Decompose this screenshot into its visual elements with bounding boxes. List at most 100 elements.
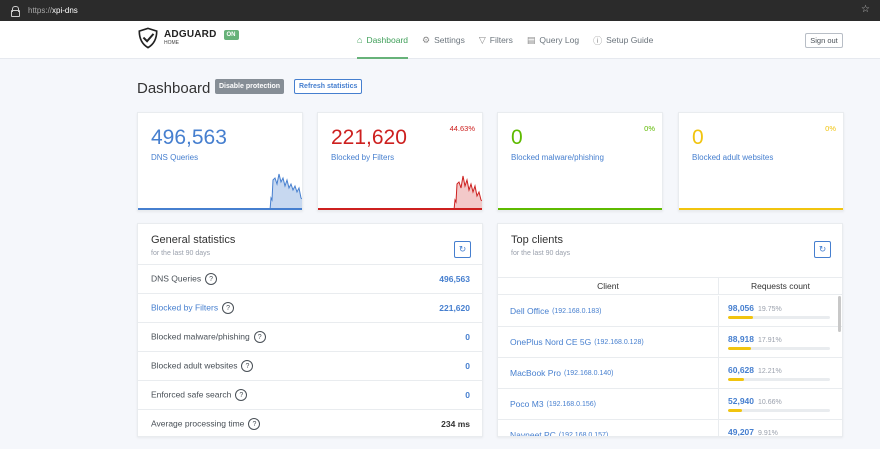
row-label-link[interactable]: Blocked by Filters (151, 302, 219, 313)
sparkline-blocked-filters (438, 175, 482, 210)
requests-share: 12.21% (758, 368, 782, 375)
table-row: Dell Office (192.168.0.183) 98,056 19.75% (498, 296, 842, 327)
refresh-icon[interactable]: ↻ (454, 241, 471, 258)
stat-color-bar (138, 208, 302, 210)
nav-query-log[interactable]: ▤ Query Log (526, 34, 580, 46)
sparkline-dns-queries (258, 173, 302, 210)
share-bar-fill (728, 378, 744, 381)
page-title: Dashboard (137, 80, 211, 97)
requests-count[interactable]: 49,207 (728, 427, 754, 437)
panel-title: Top clients (511, 234, 563, 246)
share-bar-fill (728, 409, 742, 412)
row-value: 496,563 (439, 274, 470, 284)
brand-sub: HOME (164, 40, 179, 46)
requests-count[interactable]: 52,940 (728, 396, 754, 406)
help-circle-icon[interactable]: ? (241, 360, 254, 372)
client-name-link[interactable]: Dell Office (192.168.0.183) (498, 296, 719, 326)
panel-subtitle: for the last 90 days (151, 250, 211, 257)
browser-address-bar: https://xpi-dns ☆ (0, 0, 880, 21)
share-bar-track (728, 409, 830, 412)
row-label: Blocked adult websites (151, 360, 238, 371)
stat-card-malware: 0 Blocked malware/phishing 0% (497, 112, 663, 211)
stat-label: Blocked by Filters (331, 153, 395, 162)
top-header: ADGUARD HOME ON ⌂ Dashboard ⚙ Settings ▽… (0, 21, 880, 59)
refresh-icon[interactable]: ↻ (814, 241, 831, 258)
client-name-link[interactable]: Poco M3 (192.168.0.156) (498, 389, 719, 419)
requests-share: 19.75% (758, 306, 782, 313)
shield-check-icon (138, 27, 158, 49)
share-bar-track (728, 378, 830, 381)
stat-value: 496,563 (151, 126, 227, 149)
stat-label: Blocked adult websites (692, 153, 774, 162)
stat-card-dns-queries: 496,563 DNS Queries (137, 112, 303, 211)
stat-color-bar (498, 208, 662, 210)
nav-setup-guide[interactable]: ⓘ Setup Guide (593, 35, 654, 46)
client-name-link[interactable]: OnePlus Nord CE 5G (192.168.0.128) (498, 327, 719, 357)
client-ip: (192.168.0.157) (558, 431, 609, 437)
requests-share: 9.91% (758, 430, 778, 437)
row-label: Enforced safe search (151, 389, 232, 400)
stat-percent: 0% (644, 124, 655, 133)
adguard-logo[interactable]: ADGUARD HOME ON (137, 27, 239, 49)
row-label: Average processing time (151, 418, 245, 429)
url-field[interactable]: https://xpi-dns (28, 6, 78, 15)
stat-card-blocked-filters: 221,620 Blocked by Filters 44.63% (317, 112, 483, 211)
column-header-client[interactable]: Client (498, 278, 719, 294)
client-ip: (192.168.0.128) (594, 338, 644, 346)
general-statistics-panel: General statistics for the last 90 days … (137, 223, 483, 437)
stat-row-processing-time: Average processing time? 234 ms (138, 409, 482, 438)
document-icon: ▤ (526, 34, 536, 45)
stat-row-adult: Blocked adult websites? 0 (138, 351, 482, 380)
sign-out-button[interactable]: Sign out (805, 33, 843, 48)
help-circle-icon[interactable]: ? (235, 389, 248, 401)
row-value: 0 (465, 332, 470, 342)
filter-icon: ▽ (478, 34, 486, 45)
panel-title: General statistics (151, 234, 236, 246)
row-label: DNS Queries (151, 273, 202, 284)
table-scrollbar[interactable] (838, 296, 841, 332)
requests-share: 17.91% (758, 337, 782, 344)
row-value: 0 (465, 361, 470, 371)
top-clients-panel: Top clients for the last 90 days ↻ Clien… (497, 223, 843, 437)
row-value: 0 (465, 390, 470, 400)
disable-protection-button[interactable]: Disable protection (215, 79, 285, 94)
requests-cell: 49,207 9.91% (719, 420, 842, 437)
bookmark-star-icon[interactable]: ☆ (861, 4, 870, 15)
stat-label: DNS Queries (151, 153, 199, 162)
client-ip: (192.168.0.183) (552, 307, 602, 315)
stat-value: 221,620 (331, 126, 407, 149)
home-icon: ⌂ (357, 35, 363, 45)
table-row: Poco M3 (192.168.0.156) 52,940 10.66% (498, 389, 842, 420)
client-name-link[interactable]: MacBook Pro (192.168.0.140) (498, 358, 719, 388)
nav-dashboard[interactable]: ⌂ Dashboard (357, 21, 409, 59)
stat-color-bar (679, 208, 843, 210)
requests-count[interactable]: 98,056 (728, 303, 754, 313)
help-circle-icon[interactable]: ? (205, 273, 218, 285)
help-circle-icon[interactable]: ? (248, 418, 261, 430)
gear-icon: ⚙ (422, 34, 431, 45)
requests-cell: 88,918 17.91% (719, 327, 842, 357)
stat-color-bar (318, 208, 482, 210)
column-header-requests[interactable]: Requests count (750, 281, 811, 291)
requests-cell: 52,940 10.66% (719, 389, 842, 419)
brand-name: ADGUARD (164, 29, 217, 40)
stat-row-blocked-filters: Blocked by Filters? 221,620 (138, 293, 482, 322)
share-bar-track (728, 316, 830, 319)
stat-row-malware: Blocked malware/phishing? 0 (138, 322, 482, 351)
nav-filters[interactable]: ▽ Filters (478, 34, 513, 46)
refresh-statistics-button[interactable]: Refresh statistics (294, 79, 363, 94)
requests-count[interactable]: 88,918 (728, 334, 754, 344)
client-name-link[interactable]: Navneet PC (192.168.0.157) (498, 420, 719, 437)
panel-subtitle: for the last 90 days (511, 250, 571, 257)
stat-value: 0 (511, 126, 523, 149)
table-row: OnePlus Nord CE 5G (192.168.0.128) 88,918 1… (498, 327, 842, 358)
help-circle-icon[interactable]: ? (253, 331, 266, 343)
stat-value: 0 (692, 126, 704, 149)
share-bar-fill (728, 347, 751, 350)
row-value: 221,620 (439, 303, 470, 313)
help-circle-icon[interactable]: ? (222, 302, 235, 314)
requests-count[interactable]: 60,628 (728, 365, 754, 375)
row-value: 234 ms (441, 419, 470, 429)
nav-settings[interactable]: ⚙ Settings (422, 34, 465, 46)
client-ip: (192.168.0.140) (564, 369, 614, 377)
